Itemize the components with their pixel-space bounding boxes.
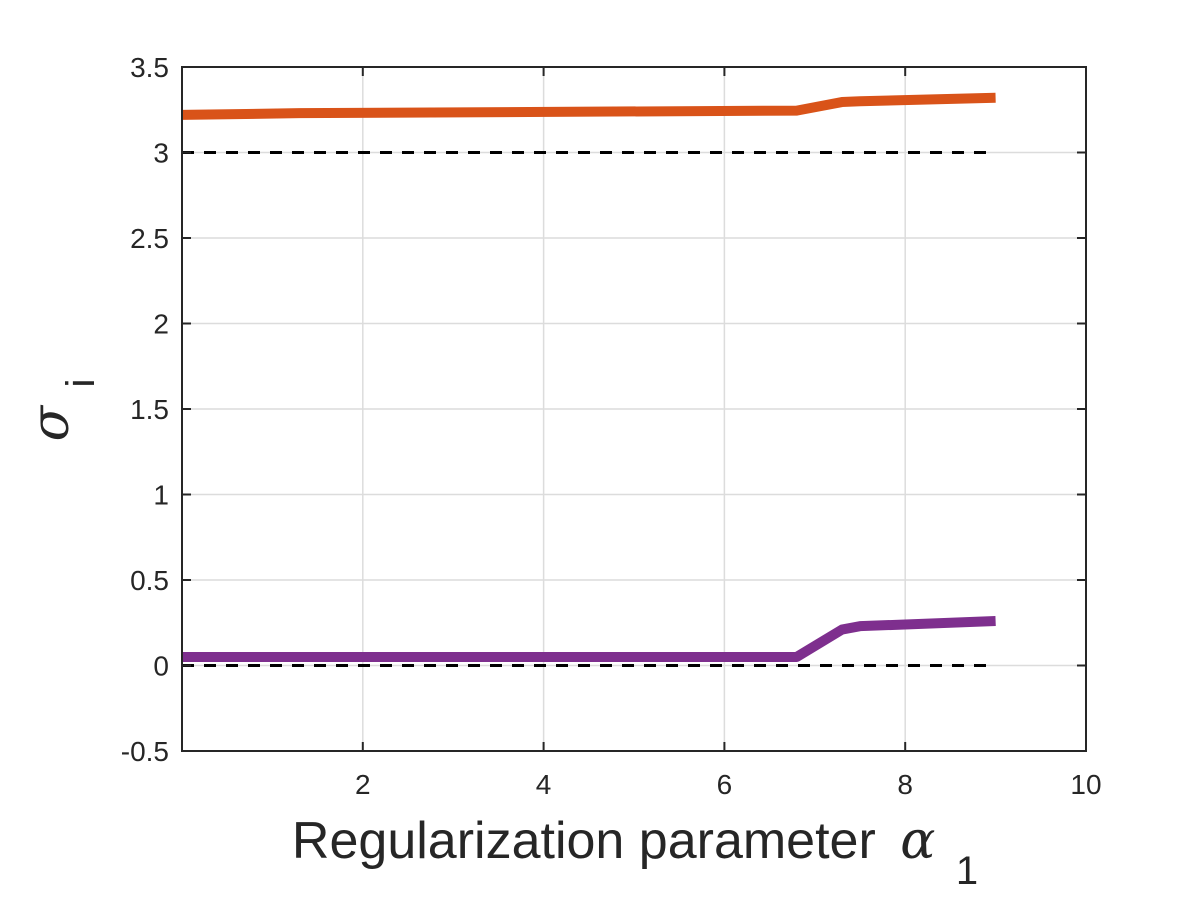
y-tick-label: -0.5 — [121, 736, 169, 767]
x-tick-label: 10 — [1070, 769, 1101, 800]
y-tick-label: 2.5 — [130, 223, 169, 254]
labels: Regularization parameter α 1 σ i — [21, 379, 978, 893]
y-axis-title: σ i — [21, 379, 103, 442]
x-axis-title: Regularization parameter α 1 — [292, 811, 978, 893]
y-axis-title-group: σ i — [21, 379, 103, 442]
y-tick-label: 3 — [153, 138, 169, 169]
series-line-2 — [182, 616, 996, 662]
x-tick-label: 4 — [536, 769, 552, 800]
y-tick-label: 1.5 — [130, 394, 169, 425]
x-tick-label: 6 — [717, 769, 733, 800]
y-tick-label: 1 — [153, 480, 169, 511]
x-tick-label: 2 — [355, 769, 371, 800]
y-tick-label: 0.5 — [130, 565, 169, 596]
series-line-1 — [181, 92, 996, 120]
plot-area: 2 4 6 8 10 -0.5 0 0.5 1 1.5 2 2.5 3 3.5 — [121, 52, 1102, 800]
y-tick-label: 0 — [153, 651, 169, 682]
x-tick-label: 8 — [897, 769, 913, 800]
y-tick-label: 3.5 — [130, 52, 169, 83]
y-tick-label: 2 — [153, 309, 169, 340]
